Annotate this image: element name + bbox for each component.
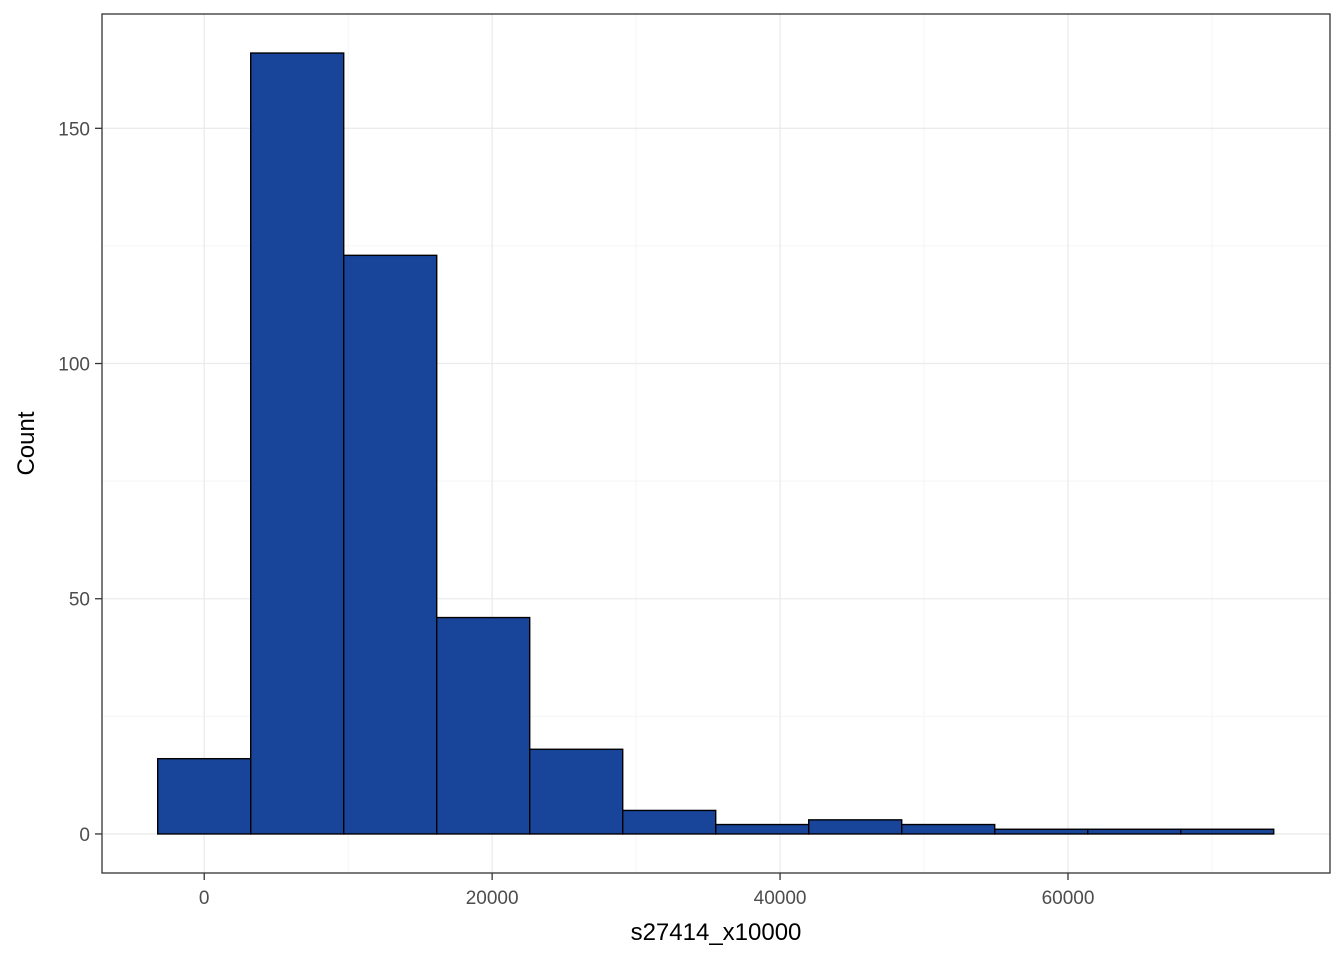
x-tick-label: 40000 — [754, 888, 807, 909]
histogram-bar — [1087, 828, 1182, 835]
histogram-bar — [250, 52, 345, 835]
x-axis-title: s27414_x10000 — [631, 919, 802, 946]
histogram-bar — [622, 809, 717, 835]
y-tick-label: 100 — [58, 355, 90, 376]
histogram-bar — [529, 748, 624, 835]
histogram-bar — [901, 823, 996, 835]
y-tick-label: 150 — [58, 119, 90, 140]
y-axis-ticks: 0 50 100 150 — [58, 119, 102, 846]
x-tick-label: 60000 — [1042, 888, 1095, 909]
histogram-bar — [994, 828, 1089, 835]
histogram-bar — [808, 819, 903, 835]
x-tick-label: 0 — [199, 888, 210, 909]
x-tick-label: 20000 — [466, 888, 519, 909]
histogram-bar — [436, 616, 531, 835]
y-axis-title: Count — [13, 411, 40, 475]
x-axis-ticks: 0 20000 40000 60000 — [199, 873, 1094, 909]
panel-border — [101, 13, 1331, 874]
histogram-bar — [343, 254, 438, 835]
histogram-bar — [1180, 828, 1275, 835]
histogram-bar — [157, 757, 252, 835]
y-tick-label: 0 — [79, 825, 90, 846]
y-tick-label: 50 — [69, 590, 90, 611]
histogram-bar — [715, 823, 810, 835]
histogram-bars — [157, 52, 1275, 835]
